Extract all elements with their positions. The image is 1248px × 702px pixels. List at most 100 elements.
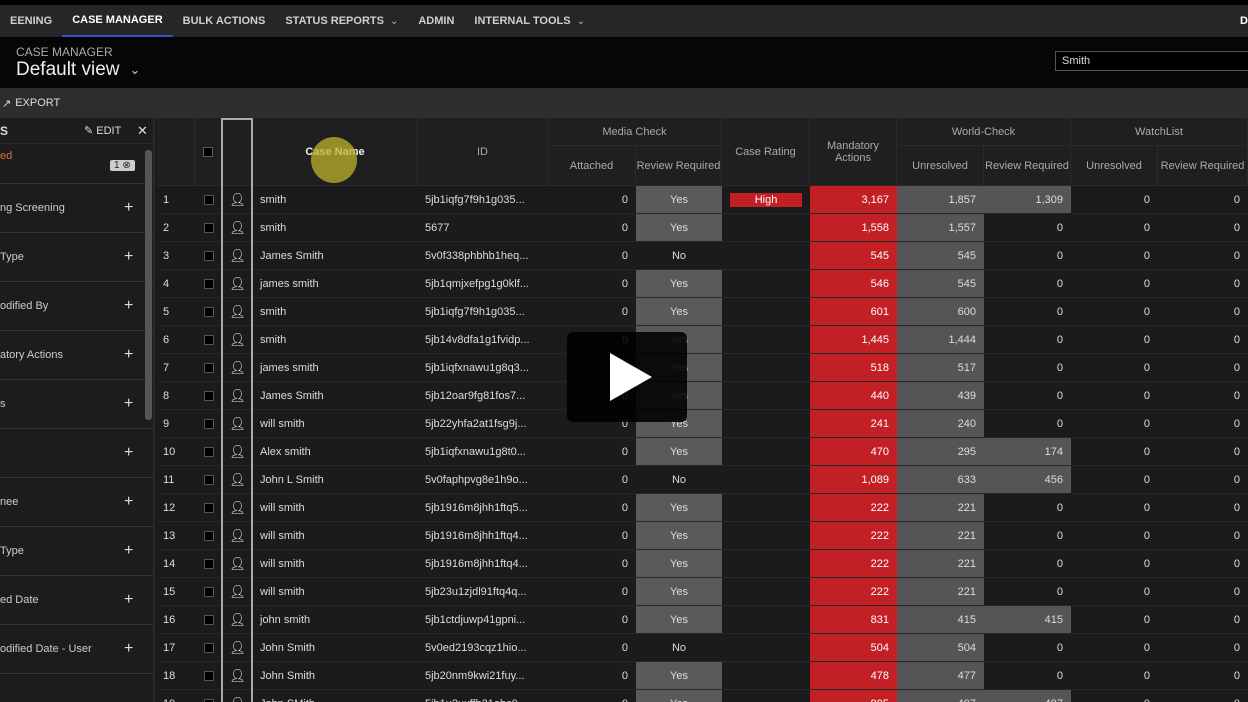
table-row[interactable]: 11 👤︎ John L Smith 5v0faphpvg8e1h9o... 0 No 1,… — [157, 466, 1248, 494]
table-row[interactable]: 10 👤︎ Alex smith 5jb1iqfxnawu1g8t0... 0 Yes 47… — [157, 438, 1248, 466]
table-row[interactable]: 8👤︎James Smith5jb12oar9fg81fos7...0Yes44… — [157, 382, 1248, 410]
user-menu[interactable]: D — [1240, 5, 1248, 37]
case-name[interactable]: will smith — [260, 557, 305, 570]
row-checkbox[interactable] — [203, 250, 214, 261]
row-checkbox[interactable] — [203, 362, 214, 373]
case-name[interactable]: smith — [260, 221, 287, 234]
case-name[interactable]: john smith — [260, 613, 311, 626]
plus-icon[interactable]: + — [124, 640, 134, 657]
wl-review-header[interactable]: Review Required — [1158, 146, 1248, 186]
case-name[interactable]: will smith — [260, 417, 305, 430]
row-checkbox[interactable] — [203, 390, 214, 401]
table-row[interactable]: 2 👤︎ smith 5677 0 Yes 1,558 1,557 0 0 0 — [157, 214, 1248, 242]
row-checkbox[interactable] — [203, 306, 214, 317]
table-row[interactable]: 3 👤︎ James Smith 5v0f338phbhb1heq... 0 No 545 5… — [157, 242, 1248, 270]
filter-item[interactable]: odified Date - User + — [0, 625, 153, 674]
plus-icon[interactable]: + — [124, 346, 134, 363]
case-name[interactable]: Alex smith — [260, 445, 311, 458]
table-row[interactable]: 7👤︎james smith5jb1iqfxnawu1g8q3...0Yes51… — [157, 354, 1248, 382]
row-checkbox[interactable] — [203, 614, 214, 625]
nav-tab-status-reports[interactable]: STATUS REPORTS ⌄ — [275, 5, 408, 37]
table-row[interactable]: 19👤︎John SMith5jb1u2uxffb21ahc0...0Yes99… — [157, 690, 1248, 702]
filter-item[interactable]: odified By + — [0, 282, 153, 331]
media-check-header[interactable]: Media Check — [548, 118, 722, 146]
plus-icon[interactable]: + — [124, 542, 134, 559]
nav-tab-case-manager[interactable]: CASE MANAGER — [62, 5, 173, 37]
case-name[interactable]: smith — [260, 305, 287, 318]
row-checkbox[interactable] — [203, 222, 214, 233]
case-name[interactable]: John SMith — [260, 690, 415, 702]
table-row[interactable]: 9 👤︎ will smith 5jb22yhfa2at1fsg9j... 0 Yes 24… — [157, 410, 1248, 438]
row-checkbox[interactable] — [203, 446, 214, 457]
wc-unresolved-header[interactable]: Unresolved — [897, 146, 984, 186]
filter-item[interactable]: Type + — [0, 527, 153, 576]
table-row[interactable]: 6👤︎smith5jb14v8dfa1g1fvidp...0Yes1,4451,… — [157, 326, 1248, 354]
video-play-button[interactable] — [567, 332, 687, 422]
edit-filters-button[interactable]: ✎ EDIT — [84, 125, 122, 137]
row-checkbox[interactable] — [203, 558, 214, 569]
sidebar-scrollbar[interactable] — [145, 150, 152, 420]
case-name[interactable]: will smith — [260, 501, 305, 514]
filter-item[interactable]: Type + — [0, 233, 153, 282]
wc-review-header[interactable]: Review Required — [984, 146, 1071, 186]
case-name[interactable]: james smith — [260, 361, 319, 374]
clear-filter-badge[interactable]: 1 ⊗ — [110, 160, 135, 171]
row-checkbox[interactable] — [203, 194, 214, 205]
table-row[interactable]: 12 👤︎ will smith 5jb1916m8jhh1ftq5... 0 Yes 22… — [157, 494, 1248, 522]
mandatory-actions-header[interactable]: Mandatory Actions — [810, 118, 897, 186]
row-checkbox[interactable] — [203, 670, 214, 681]
nav-tab-bulk-actions[interactable]: BULK ACTIONS — [173, 5, 276, 37]
row-checkbox[interactable] — [203, 642, 214, 653]
filter-item[interactable]: atory Actions + — [0, 331, 153, 380]
plus-icon[interactable]: + — [124, 444, 134, 461]
table-row[interactable]: 15 👤︎ will smith 5jb23u1zjdl91ftq4q... 0 Yes 2… — [157, 578, 1248, 606]
world-check-header[interactable]: World-Check — [897, 118, 1071, 146]
filter-item[interactable]: ed Date + — [0, 576, 153, 625]
table-row[interactable]: 17 👤︎ John Smith 5v0ed2193cqz1hio... 0 No 504 5… — [157, 634, 1248, 662]
row-checkbox[interactable] — [203, 278, 214, 289]
plus-icon[interactable]: + — [124, 395, 134, 412]
plus-icon[interactable]: + — [124, 297, 134, 314]
table-row[interactable]: 16 👤︎ john smith 5jb1ctdjuwp41gpni... 0 Yes 83… — [157, 606, 1248, 634]
table-row[interactable]: 4 👤︎ james smith 5jb1qmjxefpg1g0klf... 0 Yes 5… — [157, 270, 1248, 298]
plus-icon[interactable]: + — [124, 493, 134, 510]
close-sidebar-icon[interactable]: ✕ — [137, 122, 148, 138]
filter-item[interactable]: s + — [0, 380, 153, 429]
nav-tab-admin[interactable]: ADMIN — [408, 5, 464, 37]
media-review-header[interactable]: Review Required — [636, 146, 722, 186]
id-header[interactable]: ID — [418, 118, 548, 186]
row-checkbox[interactable] — [203, 530, 214, 541]
plus-icon[interactable]: + — [124, 248, 134, 265]
row-checkbox[interactable] — [203, 334, 214, 345]
export-button[interactable]: ↗ EXPORT — [2, 97, 60, 110]
plus-icon[interactable]: + — [124, 591, 134, 608]
case-name[interactable]: James Smith — [260, 249, 324, 262]
case-name[interactable]: John L Smith — [260, 473, 324, 486]
table-row[interactable]: 1 👤︎ smith 5jb1iqfg7f9h1g035... 0 Yes High 3,16… — [157, 186, 1248, 214]
case-name[interactable]: smith — [260, 333, 287, 346]
case-name[interactable]: James Smith — [260, 389, 324, 402]
row-checkbox[interactable] — [203, 474, 214, 485]
filter-item[interactable]: nee + — [0, 478, 153, 527]
case-name[interactable]: will smith — [260, 529, 305, 542]
case-name[interactable]: John Smith — [260, 641, 316, 654]
case-name[interactable]: smith — [260, 193, 287, 206]
view-selector[interactable]: Default view ⌄ — [16, 59, 140, 81]
watchlist-header[interactable]: WatchList — [1071, 118, 1248, 146]
filter-item[interactable]: ng Screening + — [0, 184, 153, 233]
table-row[interactable]: 5 👤︎ smith 5jb1iqfg7f9h1g035... 0 Yes 601 600 0 0… — [157, 298, 1248, 326]
filter-item[interactable]: + — [0, 429, 153, 478]
row-checkbox[interactable] — [203, 698, 214, 702]
wl-unresolved-header[interactable]: Unresolved — [1071, 146, 1158, 186]
nav-tab-eening[interactable]: EENING — [0, 5, 62, 37]
table-row[interactable]: 14 👤︎ will smith 5jb1916m8jhh1ftq4... 0 Yes 22… — [157, 550, 1248, 578]
row-checkbox[interactable] — [203, 586, 214, 597]
case-name[interactable]: james smith — [260, 277, 319, 290]
attached-header[interactable]: Attached — [548, 146, 636, 186]
plus-icon[interactable]: + — [124, 199, 134, 216]
search-input[interactable] — [1055, 51, 1248, 71]
row-checkbox[interactable] — [203, 502, 214, 513]
row-checkbox[interactable] — [203, 418, 214, 429]
case-rating-header[interactable]: Case Rating — [722, 118, 810, 186]
case-name[interactable]: will smith — [260, 585, 305, 598]
